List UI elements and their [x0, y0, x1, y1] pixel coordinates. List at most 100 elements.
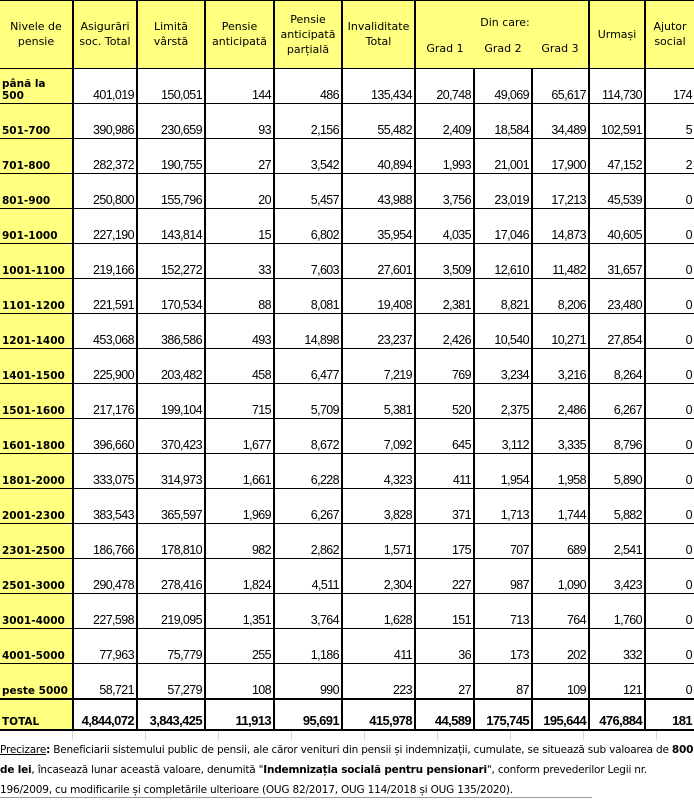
table-row: 2001-2300 383,543 365,597 1,969 6,267 3,828 37…: [0, 488, 694, 524]
cell-pensie-anticipata-partiala: 5,709: [273, 383, 343, 419]
cell-grad-2: 8,821: [473, 278, 533, 314]
cell-asig-total: 390,986: [72, 103, 138, 139]
cell-pensie-anticipata: 1,661: [204, 453, 275, 489]
cell-grad-1: 27: [414, 663, 475, 699]
cell-pensie-anticipata-partiala: 8,672: [273, 418, 343, 454]
cell-invaliditate-total: 411: [341, 628, 416, 664]
cell-limita-varsta: 178,810: [136, 523, 206, 559]
cell-grad-2: 87: [473, 663, 533, 699]
cell-asig-total: 290,478: [72, 558, 138, 594]
cell-invaliditate-total: 1,571: [341, 523, 416, 559]
cell-limita-varsta: 365,597: [136, 488, 206, 524]
note-text-3: ", conform prevederilor Legii nr. 196/20…: [0, 764, 648, 796]
cell-grad-1: 2,409: [414, 103, 475, 139]
note-text-2: , încasează lunar această valoare, denum…: [31, 764, 264, 776]
cell-invaliditate-total: 415,978: [341, 697, 416, 732]
table-row: 2301-2500 186,766 178,810 982 2,862 1,571 175 7…: [0, 523, 694, 559]
cell-grad-3: 764: [531, 593, 590, 629]
table-row: 2501-3000 290,478 278,416 1,824 4,511 2,304 22…: [0, 558, 694, 594]
cell-grad-3: 1,090: [531, 558, 590, 594]
header-ajutor-social: Ajutor social: [644, 0, 694, 69]
table-row: 1101-1200 221,591 170,534 88 8,081 19,408 2,38…: [0, 278, 694, 314]
cell-urmasi: 476,884: [588, 697, 646, 732]
cell-urmasi: 102,591: [588, 103, 646, 139]
cell-level: 2501-3000: [0, 558, 74, 594]
cell-pensie-anticipata: 715: [204, 383, 275, 419]
cell-grad-1: 3,756: [414, 173, 475, 209]
table-row: 3001-4000 227,598 219,095 1,351 3,764 1,628 15…: [0, 593, 694, 629]
table-row: 1601-1800 396,660 370,423 1,677 8,672 7,092 64…: [0, 418, 694, 454]
cell-pensie-anticipata: 20: [204, 173, 275, 209]
cell-ajutor-social: 0: [644, 348, 694, 384]
cell-pensie-anticipata: 33: [204, 243, 275, 279]
cell-urmasi: 5,890: [588, 453, 646, 489]
table-row: 1501-1600 217,176 199,104 715 5,709 5,381 520 2…: [0, 383, 694, 419]
cell-limita-varsta: 57,279: [136, 663, 206, 699]
cell-urmasi: 332: [588, 628, 646, 664]
cell-level: peste 5000: [0, 663, 74, 699]
cell-limita-varsta: 190,755: [136, 138, 206, 174]
cell-grad-1: 1,993: [414, 138, 475, 174]
cell-grad-1: 371: [414, 488, 475, 524]
cell-level: 1001-1100: [0, 243, 74, 279]
pension-levels-table: Nivele de pensie Asigurări soc. Total Li…: [0, 0, 694, 732]
cell-pensie-anticipata: 1,824: [204, 558, 275, 594]
cell-grad-1: 4,035: [414, 208, 475, 244]
cell-level: 1501-1600: [0, 383, 74, 419]
cell-asig-total: 227,598: [72, 593, 138, 629]
cell-level: 4001-5000: [0, 628, 74, 664]
table-row: până la 500 401,019 150,051 144 486 135,434 20…: [0, 68, 694, 104]
header-level: Nivele de pensie: [0, 0, 74, 69]
cell-urmasi: 121: [588, 663, 646, 699]
cell-ajutor-social: 0: [644, 243, 694, 279]
cell-grad-3: 17,213: [531, 173, 590, 209]
cell-pensie-anticipata: 108: [204, 663, 275, 699]
cell-invaliditate-total: 40,894: [341, 138, 416, 174]
cell-grad-3: 202: [531, 628, 590, 664]
cell-grad-3: 1,958: [531, 453, 590, 489]
cell-ajutor-social: 0: [644, 383, 694, 419]
cell-grad-2: 1,954: [473, 453, 533, 489]
cell-limita-varsta: 75,779: [136, 628, 206, 664]
cell-pensie-anticipata-partiala: 95,691: [273, 697, 343, 732]
cell-grad-3: 11,482: [531, 243, 590, 279]
cell-ajutor-social: 0: [644, 208, 694, 244]
cell-grad-1: 2,381: [414, 278, 475, 314]
cell-level: 1201-1400: [0, 313, 74, 349]
cell-invaliditate-total: 19,408: [341, 278, 416, 314]
cell-urmasi: 27,854: [588, 313, 646, 349]
table-row: peste 5000 58,721 57,279 108 990 223 27 87 109 12…: [0, 663, 694, 699]
cell-asig-total: 58,721: [72, 663, 138, 699]
cell-asig-total: 221,591: [72, 278, 138, 314]
cell-grad-1: 3,509: [414, 243, 475, 279]
header-grad-2: Grad 2: [474, 0, 532, 69]
cell-grad-3: 3,335: [531, 418, 590, 454]
header-grad-1-label: Grad 1: [426, 42, 464, 55]
cell-asig-total: 217,176: [72, 383, 138, 419]
cell-grad-2: 49,069: [473, 68, 533, 104]
table-row: 1001-1100 219,166 152,272 33 7,603 27,601 3,50…: [0, 243, 694, 279]
cell-pensie-anticipata: 255: [204, 628, 275, 664]
cell-grad-1: 645: [414, 418, 475, 454]
cell-limita-varsta: 170,534: [136, 278, 206, 314]
cell-grad-2: 18,584: [473, 103, 533, 139]
cell-pensie-anticipata-partiala: 3,764: [273, 593, 343, 629]
cell-ajutor-social: 0: [644, 663, 694, 699]
cell-grad-2: 2,375: [473, 383, 533, 419]
cell-grad-1: 520: [414, 383, 475, 419]
cell-grad-1: 227: [414, 558, 475, 594]
cell-ajutor-social: 0: [644, 488, 694, 524]
cell-level: 1801-2000: [0, 453, 74, 489]
note-text-1: Beneficiarii sistemului public de pensii…: [50, 744, 672, 756]
cell-pensie-anticipata-partiala: 14,898: [273, 313, 343, 349]
cell-limita-varsta: 199,104: [136, 383, 206, 419]
cell-level: 701-800: [0, 138, 74, 174]
total-row: TOTAL 4,844,072 3,843,425 11,913 95,691 415,9…: [0, 697, 694, 732]
cell-grad-3: 2,486: [531, 383, 590, 419]
cell-grad-3: 195,644: [531, 697, 590, 732]
cell-ajutor-social: 0: [644, 593, 694, 629]
cell-pensie-anticipata-partiala: 6,477: [273, 348, 343, 384]
header-grad-3: Grad 3: [532, 0, 590, 69]
header-invaliditate-total: Invaliditate Total: [341, 0, 416, 69]
cell-invaliditate-total: 35,954: [341, 208, 416, 244]
